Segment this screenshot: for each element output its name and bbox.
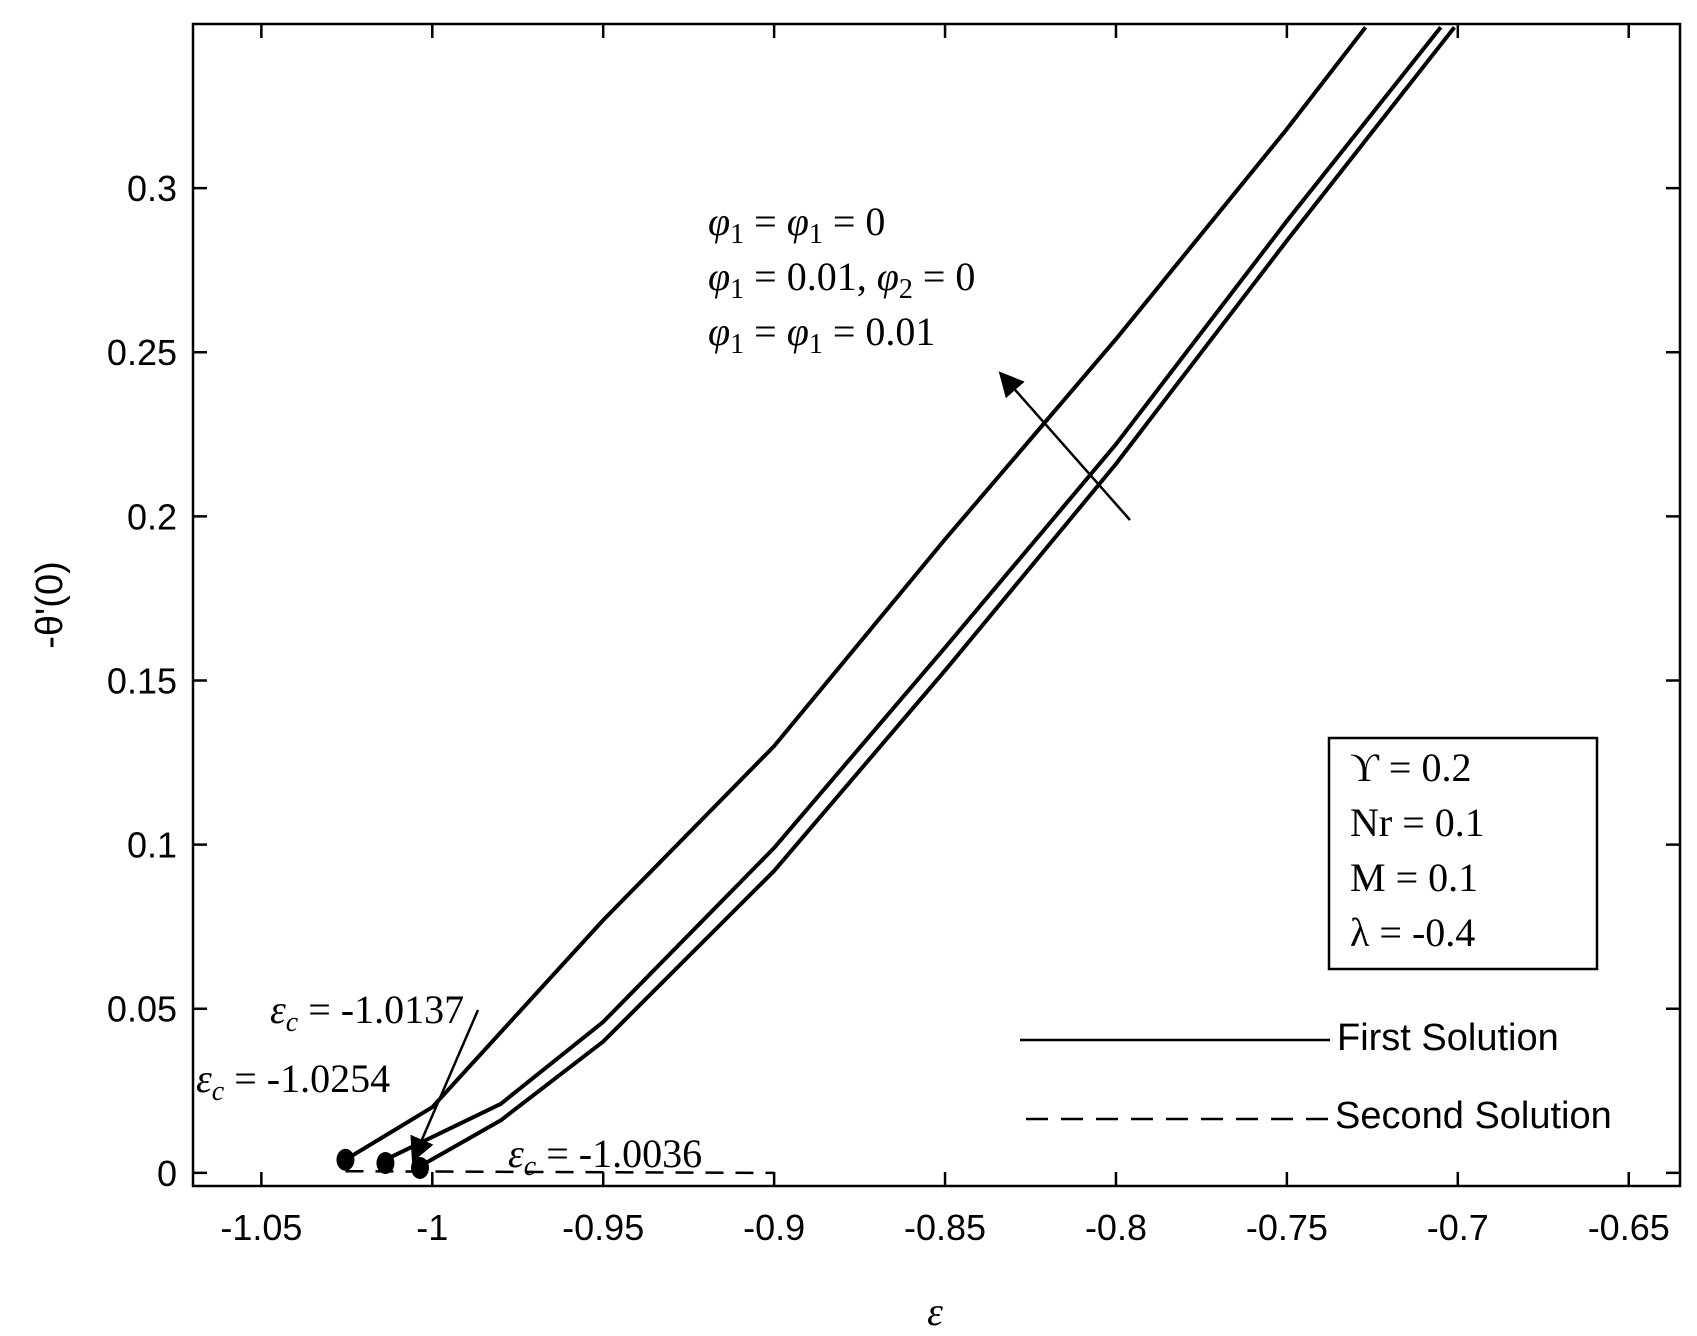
legend-first-label: First Solution — [1337, 1017, 1559, 1059]
series-line-3 — [419, 26, 1456, 1169]
y-tick-label: 0.2 — [127, 496, 177, 537]
x-tick-label: -1.05 — [220, 1207, 302, 1248]
series-line-2 — [384, 26, 1443, 1162]
x-tick-label: -0.9 — [743, 1207, 805, 1248]
param-nr: Nr = 0.1 — [1350, 800, 1485, 845]
phi-annotation: φ1 = φ1 = 0φ1 = 0.01, φ2 = 0φ1 = φ1 = 0.… — [708, 199, 975, 360]
critical-point-1 — [336, 1148, 355, 1171]
series-layer — [344, 26, 1456, 1175]
annotation-ec-2: εc = -1.0254 — [196, 1056, 390, 1107]
parameter-box — [1327, 736, 1599, 971]
legend: First Solution Second Solution — [1020, 1017, 1612, 1137]
x-tick-label: -0.65 — [1588, 1207, 1670, 1248]
phi-line-1: φ1 = φ1 = 0 — [708, 199, 885, 250]
annotation-ec-1: εc = -1.0137 — [270, 987, 464, 1038]
critical-point-3 — [410, 1156, 429, 1179]
x-tick-label: -0.95 — [562, 1207, 644, 1248]
y-tick-label: 0.25 — [107, 332, 177, 373]
annotation-ec-3: εc = -1.0036 — [508, 1131, 702, 1182]
critical-point-2 — [376, 1152, 395, 1175]
y-axis-label: -θ'(0) — [29, 561, 71, 649]
series-line-1 — [344, 26, 1368, 1162]
plot-area — [191, 22, 1682, 1188]
y-tick-label: 0 — [157, 1153, 177, 1194]
legend-second-label: Second Solution — [1335, 1095, 1612, 1137]
x-tick-label: -0.7 — [1427, 1207, 1489, 1248]
param-m: M = 0.1 — [1350, 855, 1478, 900]
phi-line-3: φ1 = φ1 = 0.01 — [708, 309, 935, 360]
y-tick-label: 0.3 — [127, 168, 177, 209]
y-tick-label: 0.15 — [107, 660, 177, 701]
param-upsilon: ϒ = 0.2 — [1350, 745, 1471, 790]
phi-line-2: φ1 = 0.01, φ2 = 0 — [708, 254, 975, 305]
y-axis-ticks: 0 0.05 0.1 0.15 0.2 0.25 0.3 — [107, 168, 1680, 1194]
x-tick-label: -0.75 — [1246, 1207, 1328, 1248]
y-tick-label: 0.1 — [127, 825, 177, 866]
x-axis-label: ε — [927, 1289, 943, 1334]
x-tick-label: -0.8 — [1085, 1207, 1147, 1248]
x-axis-ticks: -1.05 -1 -0.95 -0.9 -0.85 -0.8 -0.75 -0.7 -0.65 — [220, 24, 1670, 1248]
param-lambda: λ = -0.4 — [1350, 910, 1475, 955]
x-tick-label: -0.85 — [904, 1207, 986, 1248]
x-tick-label: -1 — [416, 1207, 448, 1248]
y-tick-label: 0.05 — [107, 989, 177, 1030]
phi-arrow — [998, 371, 1131, 521]
ec-arrow — [410, 1009, 480, 1163]
